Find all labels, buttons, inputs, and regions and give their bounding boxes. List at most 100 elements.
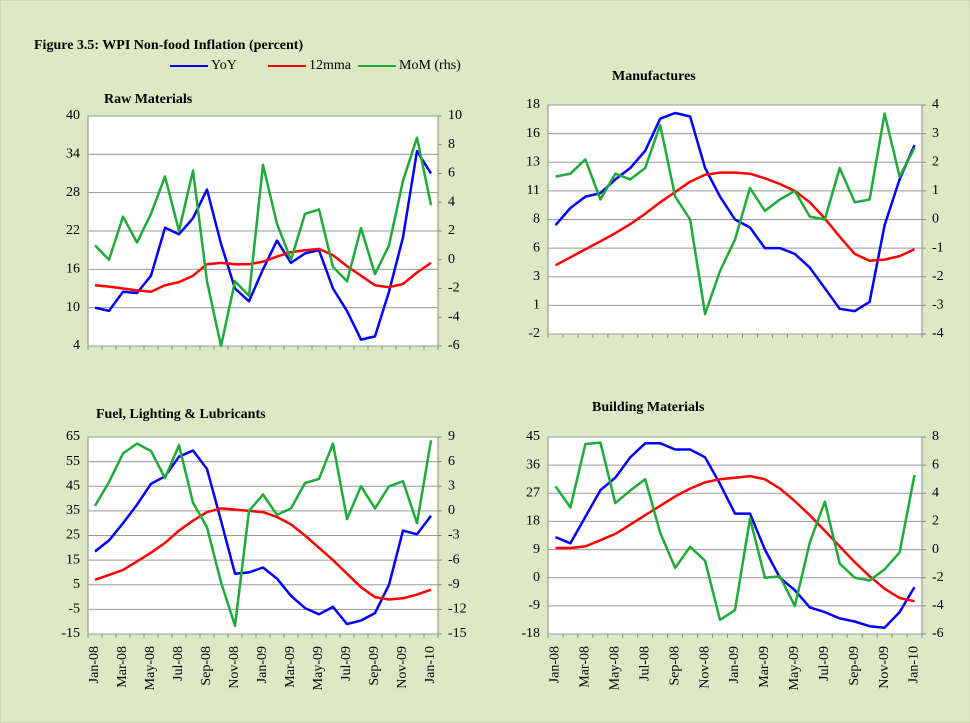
y2-tick-label: -4 [932, 598, 944, 613]
y-tick-label: 0 [533, 570, 540, 585]
y2-tick-label: -2 [932, 570, 944, 585]
x-tick-label: May-08 [608, 646, 623, 690]
x-tick-label: Jul-08 [637, 646, 652, 681]
y-tick-label: 16 [66, 262, 80, 277]
y2-tick-label: 0 [448, 252, 455, 267]
y2-tick-label: -9 [448, 577, 460, 592]
y-tick-label: 1 [533, 298, 540, 313]
y2-tick-label: -15 [448, 626, 467, 641]
y2-tick-label: 9 [448, 429, 455, 444]
y-tick-label: 13 [526, 154, 540, 169]
y-tick-label: 28 [66, 185, 80, 200]
y-tick-label: 11 [527, 183, 540, 198]
x-tick-label: May-08 [143, 646, 158, 690]
series-line [94, 136, 433, 348]
x-tick-label: Jul-09 [339, 646, 354, 681]
x-tick-label: Jan-08 [87, 646, 102, 683]
y-tick-label: 10 [66, 300, 80, 315]
y-tick-label: 22 [66, 223, 80, 238]
y2-tick-label: 4 [932, 486, 939, 501]
y2-tick-label: 6 [448, 166, 455, 181]
y-tick-label: 27 [526, 486, 540, 501]
legend-label: 12mma [309, 58, 352, 73]
y-tick-label: 9 [533, 542, 540, 557]
series-line [94, 449, 432, 626]
x-tick-label: Jul-08 [171, 646, 186, 681]
y-tick-label: 8 [533, 212, 540, 227]
y2-tick-label: 3 [448, 478, 455, 493]
y-tick-label: -15 [61, 626, 80, 641]
series-line [555, 112, 916, 316]
y-tick-label: 16 [526, 126, 540, 141]
y-tick-label: 25 [66, 528, 80, 543]
x-tick-label: Nov-09 [877, 646, 892, 689]
y2-tick-label: -6 [448, 552, 460, 567]
x-tick-label: Mar-08 [578, 646, 593, 688]
y2-tick-label: 3 [932, 126, 939, 141]
panel-title: Raw Materials [104, 92, 193, 107]
y-tick-label: 65 [66, 429, 80, 444]
x-tick-label: Sep-09 [367, 646, 382, 686]
y-tick-label: -9 [528, 598, 540, 613]
x-tick-label: Mar-08 [115, 646, 130, 688]
x-tick-label: Nov-08 [227, 646, 242, 689]
y2-tick-label: -3 [932, 298, 944, 313]
y2-tick-label: -4 [448, 309, 460, 324]
series-line [554, 171, 916, 267]
y2-tick-label: -2 [448, 281, 460, 296]
y2-tick-label: -1 [932, 240, 944, 255]
y-tick-label: 45 [526, 429, 540, 444]
y-tick-label: 36 [526, 457, 540, 472]
y2-tick-label: 4 [448, 194, 455, 209]
x-tick-label: Sep-09 [847, 646, 862, 686]
series-line [94, 247, 432, 293]
x-tick-label: Mar-09 [283, 646, 298, 688]
x-tick-label: Sep-08 [199, 646, 214, 686]
y-tick-label: 15 [66, 552, 80, 567]
y-tick-label: -5 [68, 602, 80, 617]
series-line [554, 441, 916, 622]
y2-tick-label: 8 [448, 137, 455, 152]
y-tick-label: 55 [66, 454, 80, 469]
y-tick-label: -18 [521, 626, 540, 641]
panel-title: Fuel, Lighting & Lubricants [96, 407, 266, 422]
y2-tick-label: 8 [932, 429, 939, 444]
series-line [555, 474, 915, 603]
y-tick-label: 45 [66, 478, 80, 493]
y2-tick-label: -6 [932, 626, 944, 641]
y-tick-label: 35 [66, 503, 80, 518]
x-tick-label: May-09 [311, 646, 326, 690]
x-tick-label: Jan-10 [907, 646, 922, 683]
series-line [554, 111, 916, 313]
panel-title: Manufactures [612, 69, 696, 84]
y2-tick-label: 1 [932, 183, 939, 198]
y2-tick-label: 6 [932, 457, 939, 472]
y2-tick-label: 0 [932, 212, 939, 227]
y-tick-label: 18 [526, 514, 540, 529]
y2-tick-label: 2 [932, 154, 939, 169]
x-tick-label: Jan-10 [423, 646, 438, 683]
y2-tick-label: -6 [448, 338, 460, 353]
y2-tick-label: 6 [448, 454, 455, 469]
x-tick-label: May-09 [787, 646, 802, 690]
y2-tick-label: -4 [932, 326, 944, 341]
y2-tick-label: -3 [448, 528, 460, 543]
y-tick-label: 40 [66, 108, 80, 123]
series-line [94, 149, 433, 341]
y2-tick-label: 0 [448, 503, 455, 518]
y2-tick-label: -12 [448, 602, 467, 617]
y-tick-label: 3 [533, 269, 540, 284]
series-line [555, 442, 916, 629]
x-tick-label: Jan-09 [727, 646, 742, 683]
y-tick-label: 34 [66, 147, 80, 162]
x-tick-label: Nov-08 [697, 646, 712, 689]
y-tick-label: 5 [73, 577, 80, 592]
x-tick-label: Jul-09 [817, 646, 832, 681]
y2-tick-label: 4 [932, 97, 939, 112]
y2-tick-label: -2 [932, 269, 944, 284]
x-tick-label: Jan-09 [255, 646, 270, 683]
x-tick-label: Sep-08 [667, 646, 682, 686]
y-tick-label: 6 [533, 240, 540, 255]
